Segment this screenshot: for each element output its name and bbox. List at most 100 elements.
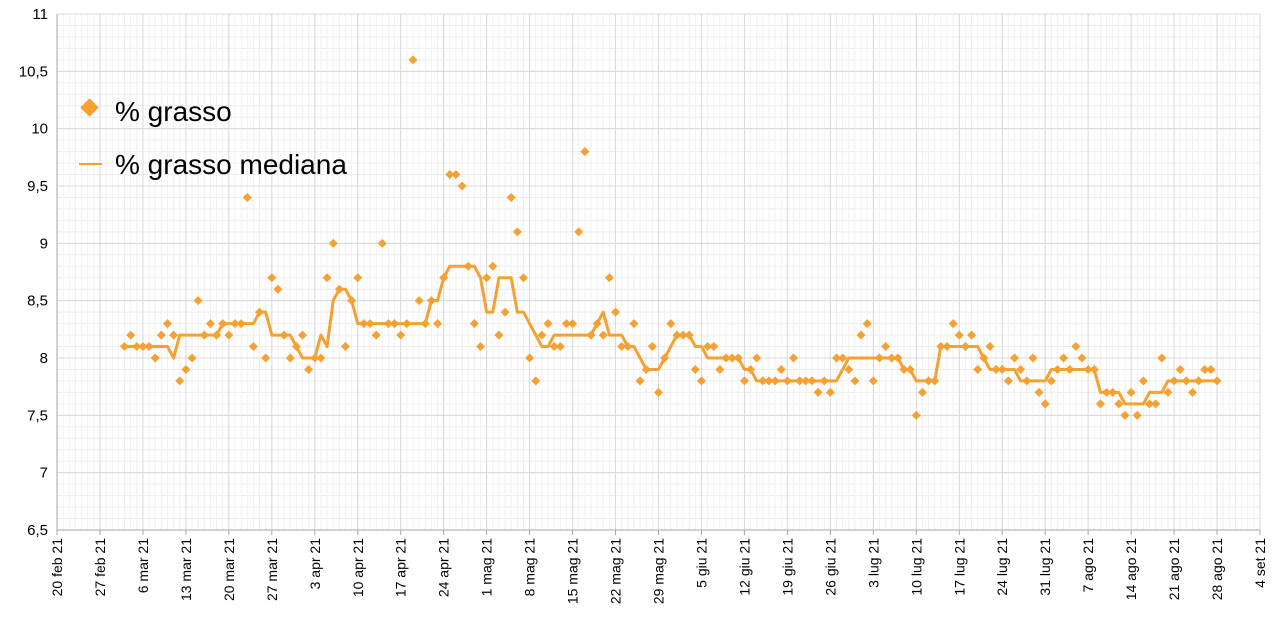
scatter-point: [402, 319, 412, 329]
x-tick-label: 29 mag 21: [651, 538, 667, 604]
scatter-point: [905, 364, 915, 374]
scatter-point: [979, 353, 989, 363]
scatter-point: [881, 342, 891, 352]
scatter-point: [390, 319, 400, 329]
x-tick-label: 4 set 21: [1252, 538, 1268, 588]
scatter-point: [212, 330, 222, 340]
scatter-point: [463, 261, 473, 271]
scatter-point: [586, 330, 596, 340]
legend-line-label: % grasso mediana: [115, 149, 347, 180]
x-tick-label: 13 mar 21: [178, 538, 194, 601]
scatter-point: [954, 330, 964, 340]
scatter-point: [316, 353, 326, 363]
scatter-point: [733, 353, 743, 363]
scatter-point: [801, 376, 811, 386]
scatter-point: [273, 284, 283, 294]
scatter-point: [1052, 364, 1062, 374]
scatter-point: [414, 296, 424, 306]
x-tick-label: 31 lug 21: [1037, 538, 1053, 596]
scatter-point: [199, 330, 209, 340]
scatter-point: [537, 330, 547, 340]
scatter-point: [1200, 364, 1210, 374]
x-tick-label: 7 ago 21: [1080, 538, 1096, 593]
scatter-point: [1003, 376, 1013, 386]
y-tick-label: 10,5: [19, 63, 48, 80]
scatter-point: [782, 376, 792, 386]
scatter-point: [1187, 387, 1197, 397]
scatter-point: [347, 296, 357, 306]
scatter-point: [1212, 376, 1222, 386]
x-tick-label: 19 giu 21: [779, 538, 795, 596]
x-tick-label: 24 lug 21: [994, 538, 1010, 596]
scatter-point: [543, 319, 553, 329]
scatter-point: [874, 353, 884, 363]
scatter-point: [1120, 410, 1130, 420]
scatter-point: [408, 55, 418, 65]
scatter-point: [844, 364, 854, 374]
x-tick-label: 24 apr 21: [436, 538, 452, 597]
x-tick-label: 10 lug 21: [908, 538, 924, 596]
scatter-point: [973, 364, 983, 374]
scatter-point: [310, 353, 320, 363]
y-tick-label: 9,5: [27, 178, 48, 195]
scatter-point: [997, 364, 1007, 374]
scatter-points-layer: [120, 55, 1222, 420]
x-tick-label: 17 lug 21: [951, 538, 967, 596]
scatter-point: [1175, 364, 1185, 374]
scatter-point: [660, 353, 670, 363]
scatter-point: [555, 342, 565, 352]
x-tick-label: 27 mar 21: [264, 538, 280, 601]
scatter-point: [138, 342, 148, 352]
scatter-point: [985, 342, 995, 352]
scatter-point: [967, 330, 977, 340]
legend-scatter-label: % grasso: [115, 96, 232, 127]
scatter-point: [813, 387, 823, 397]
scatter-point: [598, 330, 608, 340]
scatter-point: [340, 342, 350, 352]
scatter-point: [1028, 353, 1038, 363]
scatter-point: [1206, 364, 1216, 374]
scatter-point: [132, 342, 142, 352]
y-tick-label: 7: [40, 465, 48, 482]
scatter-point: [568, 319, 578, 329]
scatter-point: [1009, 353, 1019, 363]
legend-scatter-marker: [80, 98, 99, 117]
x-tick-label: 28 ago 21: [1209, 538, 1225, 600]
scatter-point: [218, 319, 228, 329]
scatter-point: [525, 353, 535, 363]
scatter-point: [696, 376, 706, 386]
scatter-point: [298, 330, 308, 340]
scatter-point: [856, 330, 866, 340]
scatter-point: [488, 261, 498, 271]
scatter-point: [242, 192, 252, 202]
y-tick-label: 6,5: [27, 522, 48, 539]
scatter-point: [795, 376, 805, 386]
scatter-point: [230, 319, 240, 329]
scatter-point: [917, 387, 927, 397]
y-tick-label: 7,5: [27, 407, 48, 424]
x-tick-label: 6 mar 21: [135, 538, 151, 593]
scatter-point: [739, 376, 749, 386]
scatter-point: [451, 170, 461, 180]
scatter-point: [304, 364, 314, 374]
y-axis: 6,5 7 7,5 8 8,5 9 9,5 10 10,5 11: [19, 6, 58, 539]
y-tick-label: 11: [32, 6, 48, 23]
scatter-point: [684, 330, 694, 340]
x-tick-label: 5 giu 21: [693, 538, 709, 588]
scatter-point: [187, 353, 197, 363]
scatter-point: [457, 181, 467, 191]
scatter-point: [1040, 399, 1050, 409]
legend: % grasso % grasso mediana: [79, 96, 347, 180]
scatter-point: [150, 353, 160, 363]
x-tick-label: 1 mag 21: [479, 538, 495, 597]
scatter-point: [549, 342, 559, 352]
scatter-point: [383, 319, 393, 329]
scatter-point: [236, 319, 246, 329]
scatter-point: [156, 330, 166, 340]
x-tick-label: 27 feb 21: [92, 538, 108, 597]
scatter-point: [629, 319, 639, 329]
scatter-point: [1169, 376, 1179, 386]
x-tick-label: 20 mar 21: [221, 538, 237, 601]
scatter-point: [512, 227, 522, 237]
